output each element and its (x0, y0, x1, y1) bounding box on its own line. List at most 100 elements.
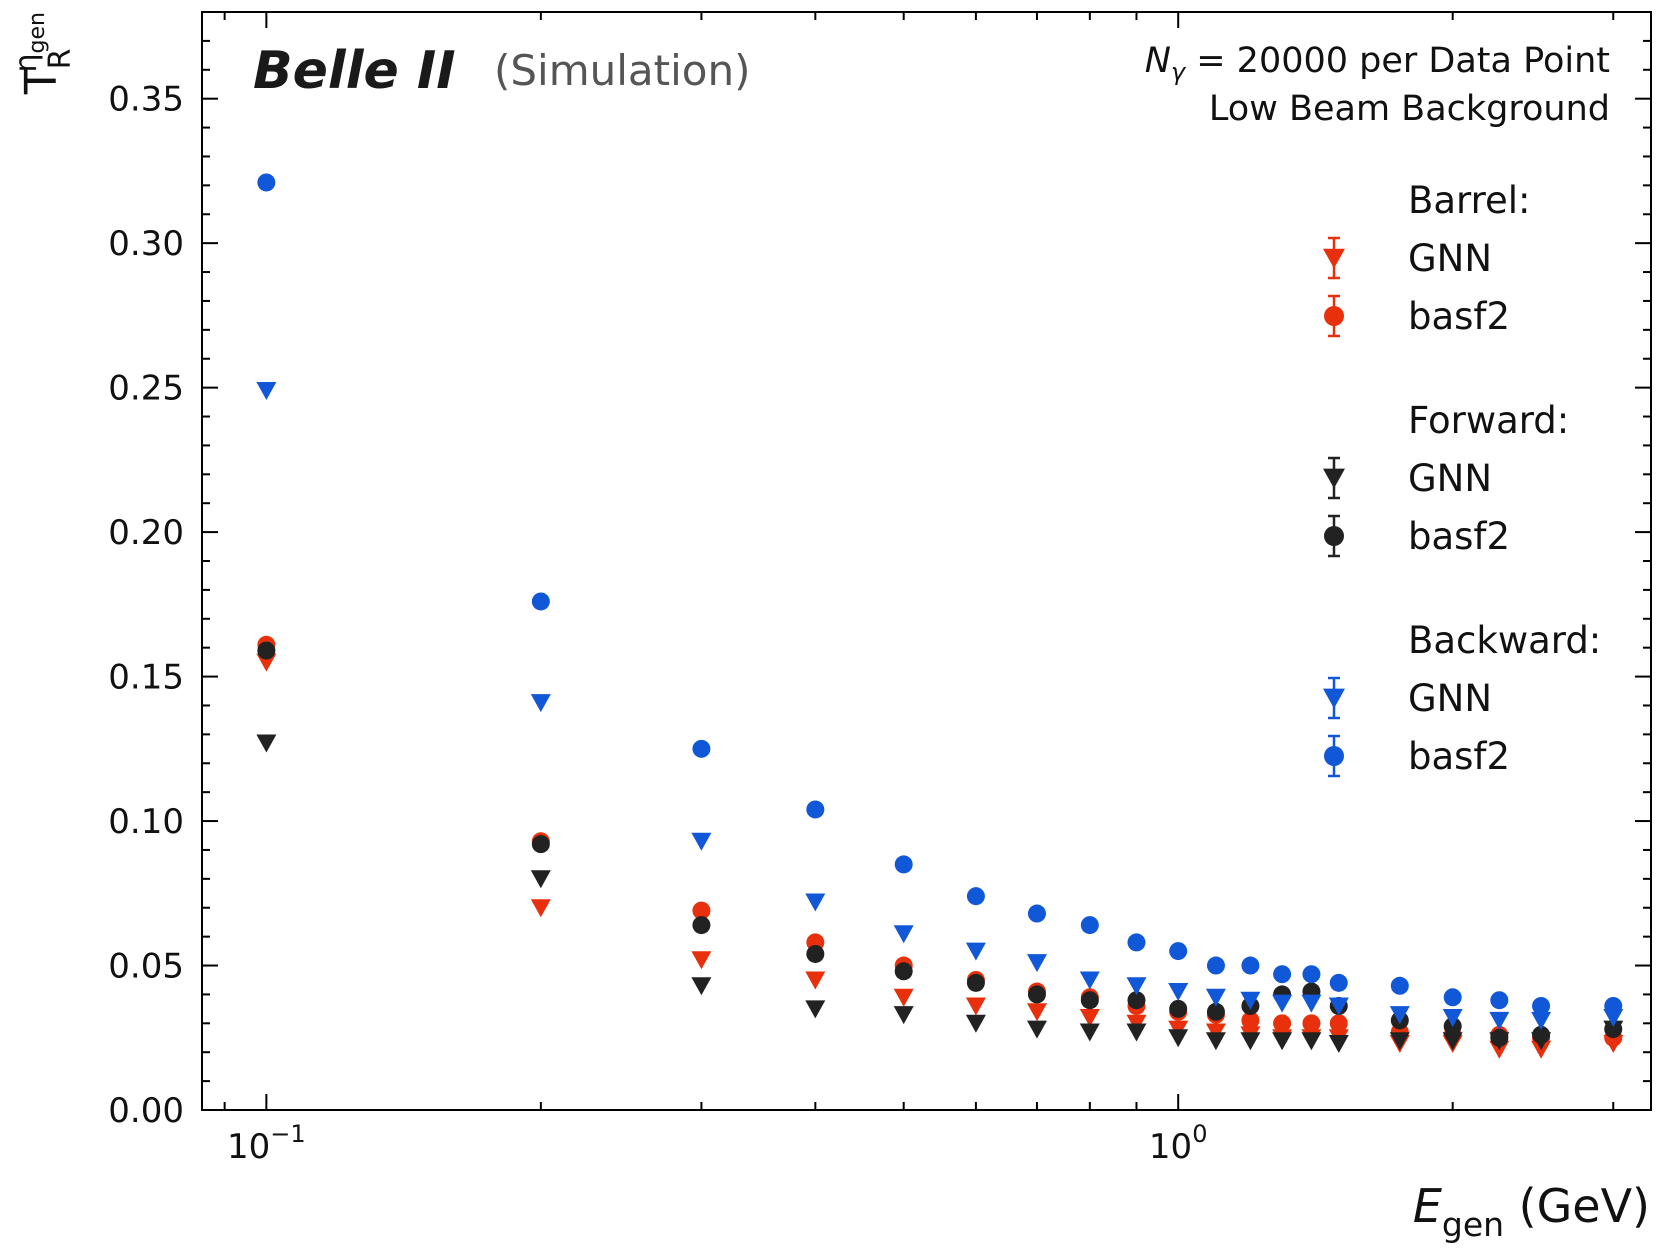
y-tick-label: 0.00 (108, 1091, 184, 1131)
experiment-note: (Simulation) (494, 46, 751, 95)
backward-basf2-point (966, 887, 985, 906)
y-tick-label: 0.30 (108, 224, 184, 264)
backward-basf2-point (894, 855, 913, 874)
legend-entry-label: GNN (1408, 677, 1492, 720)
barrel-gnn-point (965, 997, 986, 1016)
backward-basf2-point (1206, 956, 1225, 975)
barrel-basf2-point (1329, 1014, 1348, 1033)
annotation-line1: Nγ = 20000 per Data Point (1145, 41, 1610, 86)
barrel-gnn-point (1079, 1009, 1100, 1027)
forward-gnn-point (1027, 1020, 1047, 1039)
barrel-basf2-point (1241, 1011, 1260, 1030)
forward-gnn-point (893, 1006, 914, 1025)
y-tick-label: 0.25 (108, 369, 184, 409)
legend-marker (1324, 306, 1344, 326)
forward-basf2-point (1206, 1002, 1225, 1021)
forward-basf2-point (1169, 999, 1188, 1018)
backward-gnn-point (1301, 994, 1322, 1013)
forward-gnn-point (1328, 1035, 1349, 1053)
experiment-label: Belle II (253, 41, 456, 101)
forward-basf2-point (692, 916, 711, 935)
backward-basf2-point (1443, 988, 1462, 1007)
x-axis: 10−1 100 (223, 12, 1615, 1167)
forward-gnn-point (805, 1000, 826, 1019)
backward-basf2-point (1241, 956, 1260, 975)
barrel-gnn-point (1027, 1003, 1047, 1022)
barrel-gnn-point (256, 653, 277, 672)
forward-gnn-point (1272, 1032, 1293, 1051)
legend-group-title: Forward: (1408, 399, 1569, 442)
y-tick-label: 0.10 (108, 802, 184, 842)
legend-entry-label: basf2 (1408, 735, 1510, 778)
legend-marker (1323, 468, 1345, 489)
backward-gnn-point (1205, 988, 1226, 1007)
y-axis-label: TRηgen (9, 12, 78, 95)
legend-group-title: Barrel: (1408, 179, 1531, 222)
backward-basf2-point (1490, 991, 1509, 1010)
forward-basf2-point (1080, 991, 1099, 1010)
backward-gnn-point (691, 832, 712, 851)
backward-basf2-point (1080, 916, 1099, 935)
forward-gnn-point (1389, 1032, 1410, 1051)
x-axis-label: Egen (GeV) (1413, 1179, 1650, 1244)
legend-entry-label: basf2 (1408, 515, 1510, 558)
y-tick-label: 0.35 (108, 80, 184, 120)
forward-gnn-point (1168, 1029, 1189, 1048)
backward-gnn-point (965, 942, 986, 961)
legend-entry-label: basf2 (1408, 295, 1510, 338)
backward-basf2-point (1169, 942, 1188, 961)
legend-entry-label: GNN (1408, 457, 1492, 500)
forward-basf2-point (894, 962, 913, 981)
forward-basf2-point (257, 641, 276, 660)
data-points (256, 173, 1624, 1059)
backward-gnn-point (893, 925, 914, 944)
legend: Barrel: GNN basf2 Forward: GNN basf2 Backward:… (1323, 179, 1601, 778)
y-tick-label: 0.05 (108, 947, 184, 987)
barrel-basf2-point (692, 901, 711, 920)
forward-gnn-point (691, 977, 712, 996)
legend-marker (1324, 746, 1344, 766)
forward-basf2-point (1490, 1028, 1509, 1047)
backward-gnn-point (530, 694, 551, 713)
backward-gnn-point (1027, 954, 1047, 973)
forward-basf2-point (1127, 991, 1146, 1010)
forward-gnn-point (1126, 1023, 1147, 1042)
backward-gnn-point (256, 382, 277, 400)
barrel-gnn-point (691, 951, 712, 970)
legend-marker (1323, 248, 1345, 269)
backward-basf2-point (1302, 965, 1321, 984)
backward-gnn-point (1603, 1009, 1624, 1027)
forward-gnn-point (1240, 1032, 1261, 1051)
backward-gnn-point (1389, 1006, 1410, 1025)
barrel-gnn-point (805, 971, 826, 990)
backward-gnn-point (805, 893, 826, 912)
legend-marker (1324, 526, 1344, 546)
forward-gnn-point (1079, 1023, 1100, 1042)
backward-gnn-point (1126, 977, 1147, 996)
y-tick-label: 0.20 (108, 513, 184, 553)
forward-basf2-point (1532, 1025, 1551, 1044)
forward-basf2-point (806, 944, 825, 963)
backward-basf2-point (1127, 933, 1146, 952)
backward-gnn-point (1328, 997, 1349, 1016)
backward-basf2-point (257, 173, 276, 192)
forward-gnn-point (530, 870, 551, 889)
backward-basf2-point (1329, 973, 1348, 992)
forward-gnn-point (965, 1014, 986, 1033)
forward-gnn-point (1301, 1032, 1322, 1051)
backward-basf2-point (1604, 996, 1623, 1015)
backward-gnn-point (1489, 1011, 1510, 1030)
backward-basf2-point (1532, 996, 1551, 1015)
legend-group-title: Backward: (1408, 619, 1601, 662)
x-tick-label: 100 (1149, 1120, 1208, 1167)
backward-basf2-point (692, 739, 711, 758)
backward-gnn-point (1079, 971, 1100, 990)
plot-area-frame (201, 11, 1652, 1111)
barrel-basf2-point (1302, 1014, 1321, 1033)
barrel-gnn-point (893, 988, 914, 1007)
forward-gnn-point (1442, 1032, 1463, 1051)
backward-basf2-point (531, 592, 550, 611)
forward-basf2-point (531, 835, 550, 854)
forward-gnn-point (1205, 1032, 1226, 1051)
